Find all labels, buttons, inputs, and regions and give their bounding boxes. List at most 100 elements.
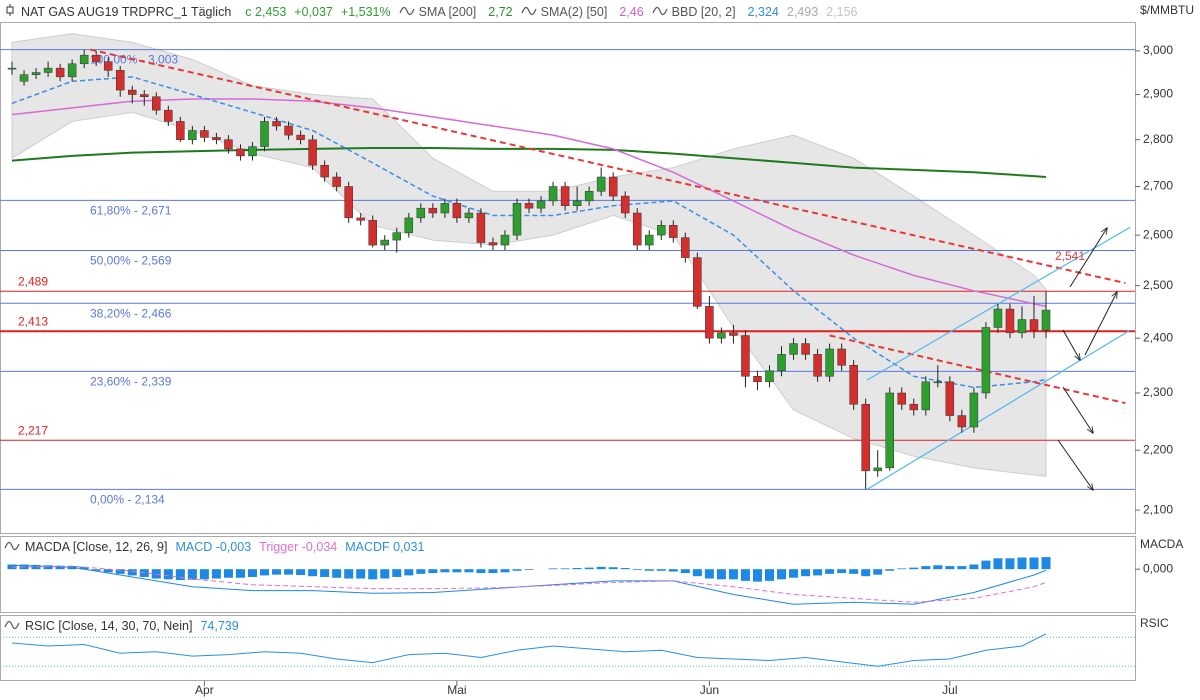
macd-histogram-bar: [79, 566, 89, 570]
macd-histogram-bar: [921, 566, 931, 570]
macd-histogram-bar: [199, 569, 209, 580]
candle-body: [19, 74, 29, 82]
candle-body: [176, 121, 185, 140]
macd-histogram-bar: [440, 569, 450, 573]
indicator-line: [11, 98, 1047, 308]
trendline: [829, 334, 1126, 405]
macd-histogram-bar: [272, 569, 282, 575]
header-item: 2,156: [826, 4, 858, 19]
header-item: MACD -0,003: [175, 540, 252, 554]
candle-body: [584, 191, 594, 202]
arrow: [1057, 439, 1093, 490]
macd-histogram-bar: [716, 569, 726, 580]
candle-body: [993, 308, 1003, 328]
main-header: NAT GAS AUG19 TRDPRC_1 Täglich c 2,453 +0,…: [4, 4, 865, 19]
macd-histogram-bar: [223, 569, 233, 578]
candle-body: [164, 109, 173, 122]
macd-histogram-bar: [91, 569, 101, 571]
candle-body: [861, 403, 870, 472]
candle-body: [332, 176, 341, 187]
macd-histogram-bar: [861, 569, 871, 577]
indicator-line: [11, 147, 1047, 178]
macd-histogram-bar: [55, 565, 65, 570]
macd-histogram-bar: [464, 569, 474, 573]
candle-body: [536, 200, 546, 209]
candle-body: [560, 186, 570, 206]
header-item: 2,493: [786, 4, 819, 19]
y-tick-label: 2,200: [1143, 442, 1173, 456]
macd-histogram-bar: [235, 569, 245, 578]
candle-body: [837, 348, 846, 366]
candle-body: [272, 121, 281, 127]
arrow: [1069, 228, 1107, 288]
macd-histogram-bar: [777, 569, 787, 580]
candle-body: [224, 139, 233, 150]
macd-header: MACDA [Close, 12, 26, 9] MACD -0,003 Trigg…: [4, 540, 432, 554]
candle-body: [524, 203, 534, 209]
macd-histogram-bar: [260, 569, 270, 576]
macd-histogram-bar: [945, 566, 955, 570]
y-tick-label: 2,800: [1143, 132, 1173, 146]
macd-histogram-bar: [740, 569, 750, 581]
macd-histogram-bar: [380, 569, 390, 579]
macd-histogram-bar: [813, 569, 823, 576]
x-tick-label: Jul: [942, 683, 957, 697]
candle-body: [212, 137, 221, 140]
fib-label: 61,80% - 2,671: [90, 204, 172, 218]
indicator-line: [11, 564, 1047, 605]
rsi-header: RSIC [Close, 14, 30, 70, Nein] 74,739: [4, 619, 247, 633]
panel-axis-label: MACDA: [1140, 537, 1183, 551]
x-tick-label: Mai: [447, 683, 466, 697]
macd-histogram-bar: [296, 569, 306, 576]
arrow: [1062, 329, 1080, 360]
candle-body: [260, 121, 269, 147]
macd-histogram-bar: [608, 567, 618, 570]
candle-body: [476, 212, 486, 243]
header-item: SMA [200]: [418, 4, 477, 19]
candle-body: [669, 224, 678, 238]
axes: 2,100 2,200 2,300 2,400 2,500 2,600 2,700 2,800…: [195, 3, 1194, 697]
macd-histogram-bar: [284, 569, 294, 575]
macd-histogram-bar: [356, 569, 366, 579]
candle-body: [55, 67, 65, 78]
macd-histogram-bar: [752, 569, 762, 582]
macd-frame: [0, 536, 1136, 613]
trendline: [89, 48, 1126, 285]
candle-body: [440, 203, 450, 214]
arrow: [1084, 292, 1117, 356]
annotation: 2,541: [1055, 249, 1085, 263]
macd-histogram-bar: [1029, 557, 1039, 570]
macd-histogram-bar: [704, 569, 714, 579]
macd-histogram-bar: [187, 569, 197, 580]
macd-plot: [7, 557, 1051, 605]
indicator-icon: [521, 5, 540, 19]
panel-title: MACDA [Close, 12, 26, 9]: [25, 540, 168, 554]
macd-histogram-bar: [632, 569, 642, 570]
macd-histogram-bar: [909, 567, 919, 570]
macd-histogram-bar: [885, 569, 895, 571]
level-label: 2,413: [18, 314, 48, 328]
indicator-icon: [652, 5, 671, 19]
candle-body: [885, 392, 894, 469]
macd-histogram-bar: [368, 569, 378, 580]
y-tick-label: 2,100: [1143, 502, 1173, 516]
candle-body: [152, 96, 161, 111]
candle-body: [428, 207, 438, 214]
candle-body: [392, 232, 402, 241]
candle-body: [933, 381, 943, 384]
y-tick-label: 2,900: [1143, 87, 1173, 101]
indicator-line: [11, 633, 1047, 667]
panel-axis-label: RSIC: [1140, 616, 1169, 630]
candle-body: [1029, 319, 1039, 331]
macd-histogram-bar: [500, 569, 510, 573]
macd-histogram-bar: [476, 569, 486, 574]
candle-body: [7, 67, 17, 70]
main-frame: [0, 22, 1136, 534]
candle-body: [873, 467, 882, 472]
y-tick-label: 2,300: [1143, 385, 1173, 399]
macd-histogram-bar: [211, 569, 221, 579]
candle-body: [356, 217, 365, 221]
candle-body: [31, 72, 41, 75]
